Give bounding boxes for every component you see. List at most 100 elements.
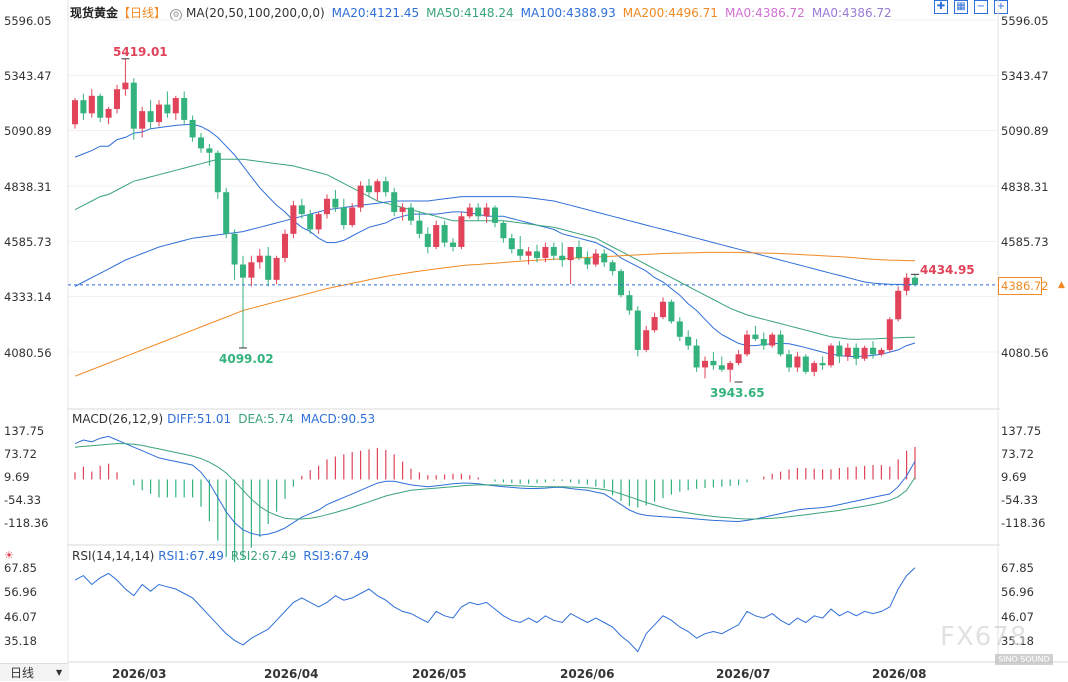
rsi-label: RSI(14,14,14) bbox=[72, 549, 155, 563]
macd-diff-line bbox=[74, 435, 916, 536]
candle-body bbox=[365, 185, 373, 193]
candle-body bbox=[517, 249, 524, 256]
x-label: 2026/04 bbox=[264, 667, 319, 681]
candle-body bbox=[819, 363, 826, 366]
candle-body bbox=[769, 334, 776, 346]
candle-body bbox=[811, 363, 818, 372]
ma200-value: MA200:4496.71 bbox=[622, 6, 718, 20]
candle-body bbox=[424, 233, 431, 247]
candle-body bbox=[601, 253, 608, 263]
candle-body bbox=[382, 181, 389, 193]
candle-body bbox=[441, 225, 448, 243]
candle-body bbox=[727, 363, 734, 370]
ma100-value: MA100:4388.93 bbox=[520, 6, 616, 20]
candle-body bbox=[802, 356, 809, 372]
rsi-line bbox=[74, 567, 916, 653]
candle-body bbox=[575, 246, 583, 258]
candle-body bbox=[869, 347, 877, 355]
candle-body bbox=[466, 207, 473, 217]
candle-body bbox=[626, 295, 633, 311]
candle-body bbox=[197, 137, 205, 149]
x-label: 2026/06 bbox=[560, 667, 615, 681]
rsi1-value: RSI1:67.49 bbox=[158, 549, 224, 563]
candle-body bbox=[349, 207, 356, 226]
candle-body bbox=[223, 192, 230, 234]
macd-label: MACD(26,12,9) bbox=[72, 412, 164, 426]
ma50-value: MA50:4148.24 bbox=[426, 6, 514, 20]
macd-tick: 137.75 bbox=[4, 424, 45, 438]
annotation-low1: 4099.02 bbox=[219, 352, 274, 366]
candle-body bbox=[643, 330, 650, 350]
candle-body bbox=[416, 220, 423, 234]
macd-tick: 73.72 bbox=[4, 447, 37, 461]
crosshair-icon[interactable]: ✚ bbox=[934, 0, 948, 14]
candle-body bbox=[113, 89, 121, 109]
candle-body bbox=[685, 336, 692, 346]
candle-body bbox=[861, 347, 868, 359]
macd-header: MACD(26,12,9) DIFF:51.01 DEA:5.74 MACD:90.5… bbox=[72, 412, 382, 426]
candle-body bbox=[88, 95, 95, 114]
candle-body bbox=[206, 148, 213, 153]
annotation-high: 5419.01 bbox=[113, 45, 168, 59]
candle-body bbox=[155, 104, 163, 123]
candle-body bbox=[668, 301, 675, 322]
chart-header: 现货黄金【日线】 ⚙ MA(20,50,100,200,0,0) MA20:4121.… bbox=[70, 4, 899, 21]
candle-body bbox=[458, 216, 465, 247]
price-marker-icon: ▲ bbox=[1058, 280, 1065, 290]
candle-body bbox=[231, 233, 238, 265]
candle-body bbox=[239, 264, 247, 278]
candle-body bbox=[281, 233, 289, 258]
candle-body bbox=[491, 207, 499, 223]
rsi-tick: 46.07 bbox=[4, 610, 37, 624]
watermark-brand: FX678 bbox=[940, 622, 1028, 652]
watermark-sub: SINO SOUND bbox=[995, 654, 1053, 665]
candle-body bbox=[777, 334, 784, 355]
candle-body bbox=[181, 98, 188, 120]
rsi-tick: 35.18 bbox=[1001, 634, 1034, 648]
rsi2-value: RSI2:67.49 bbox=[230, 549, 297, 563]
candle-body bbox=[273, 257, 280, 280]
plus-icon[interactable]: + bbox=[994, 0, 1008, 14]
candle-body bbox=[752, 334, 759, 339]
price-tick: 4838.31 bbox=[4, 180, 52, 194]
candle-body bbox=[407, 207, 415, 221]
candle-body bbox=[794, 356, 801, 368]
period-label[interactable]: 【日线】 bbox=[118, 6, 167, 20]
candle-body bbox=[265, 255, 272, 280]
candle-body bbox=[718, 365, 725, 370]
candle-body bbox=[903, 277, 910, 291]
candle-body bbox=[617, 271, 625, 296]
candle-body bbox=[500, 222, 507, 239]
x-label: 2026/05 bbox=[412, 667, 467, 681]
macd-tick: 9.69 bbox=[1001, 470, 1027, 484]
ma-line-ma200 bbox=[74, 251, 916, 377]
annotation-low2: 3943.65 bbox=[710, 386, 765, 400]
macd-diff: DIFF:51.01 bbox=[167, 412, 232, 426]
candle-body bbox=[122, 82, 129, 90]
candle-body bbox=[735, 354, 742, 364]
candle-body bbox=[340, 207, 347, 226]
candle-body bbox=[332, 198, 339, 208]
candle-body bbox=[139, 111, 146, 129]
candle-body bbox=[525, 251, 532, 256]
candle-body bbox=[508, 238, 515, 250]
price-tick: 4080.56 bbox=[1001, 346, 1049, 360]
candle-body bbox=[550, 246, 557, 256]
candle-body bbox=[97, 95, 104, 118]
macd-dea-line bbox=[74, 443, 916, 520]
candle-body bbox=[105, 108, 112, 118]
rsi-settings-icon[interactable]: ☀ bbox=[4, 549, 14, 562]
candle-body bbox=[584, 257, 591, 265]
macd-tick: 9.69 bbox=[4, 470, 30, 484]
candle-body bbox=[298, 205, 305, 215]
ma-line-ma100 bbox=[74, 196, 915, 287]
period-button[interactable]: 日线 ▼ bbox=[0, 663, 68, 681]
minus-icon[interactable]: − bbox=[974, 0, 988, 14]
candle-body bbox=[248, 262, 255, 278]
grid-icon[interactable]: ▦ bbox=[954, 0, 968, 14]
candle-body bbox=[878, 349, 885, 355]
triangle-down-icon: ▼ bbox=[56, 668, 63, 677]
macd-tick: -118.36 bbox=[4, 516, 49, 530]
macd-tick: -118.36 bbox=[1001, 516, 1046, 530]
